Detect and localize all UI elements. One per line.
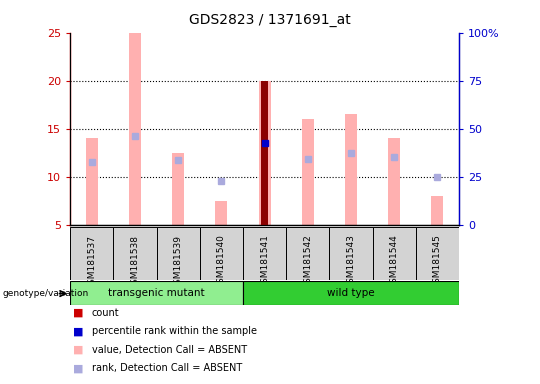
Text: GSM181537: GSM181537 xyxy=(87,235,96,290)
Bar xyxy=(129,33,141,225)
Bar xyxy=(388,138,400,225)
Bar xyxy=(86,138,98,225)
Bar xyxy=(261,81,268,225)
Bar xyxy=(286,227,329,280)
Text: GSM181545: GSM181545 xyxy=(433,235,442,290)
Text: GSM181541: GSM181541 xyxy=(260,235,269,290)
Bar xyxy=(329,227,373,280)
Text: ■: ■ xyxy=(73,363,83,373)
Text: wild type: wild type xyxy=(327,288,375,298)
Bar xyxy=(70,281,243,305)
Bar xyxy=(345,114,357,225)
Text: value, Detection Call = ABSENT: value, Detection Call = ABSENT xyxy=(92,345,247,355)
Text: genotype/variation: genotype/variation xyxy=(3,289,89,298)
Text: GSM181543: GSM181543 xyxy=(347,235,355,290)
Bar xyxy=(302,119,314,225)
Text: transgenic mutant: transgenic mutant xyxy=(109,288,205,298)
Text: percentile rank within the sample: percentile rank within the sample xyxy=(92,326,257,336)
Bar xyxy=(172,153,184,225)
Bar xyxy=(200,227,243,280)
Text: GSM181542: GSM181542 xyxy=(303,235,312,290)
Text: GSM181539: GSM181539 xyxy=(174,235,183,290)
Bar xyxy=(243,281,459,305)
Text: rank, Detection Call = ABSENT: rank, Detection Call = ABSENT xyxy=(92,363,242,373)
Text: GSM181544: GSM181544 xyxy=(390,235,399,290)
Text: count: count xyxy=(92,308,119,318)
Text: ■: ■ xyxy=(73,345,83,355)
Bar xyxy=(416,227,459,280)
Bar xyxy=(157,227,200,280)
Text: ■: ■ xyxy=(73,308,83,318)
Bar xyxy=(243,227,286,280)
Text: GSM181538: GSM181538 xyxy=(131,235,139,290)
Text: GDS2823 / 1371691_at: GDS2823 / 1371691_at xyxy=(189,13,351,27)
Bar xyxy=(373,227,416,280)
Bar xyxy=(259,81,271,225)
Bar xyxy=(431,196,443,225)
Text: GSM181540: GSM181540 xyxy=(217,235,226,290)
Text: ■: ■ xyxy=(73,326,83,336)
Bar xyxy=(70,227,113,280)
Bar xyxy=(113,227,157,280)
Bar xyxy=(215,201,227,225)
